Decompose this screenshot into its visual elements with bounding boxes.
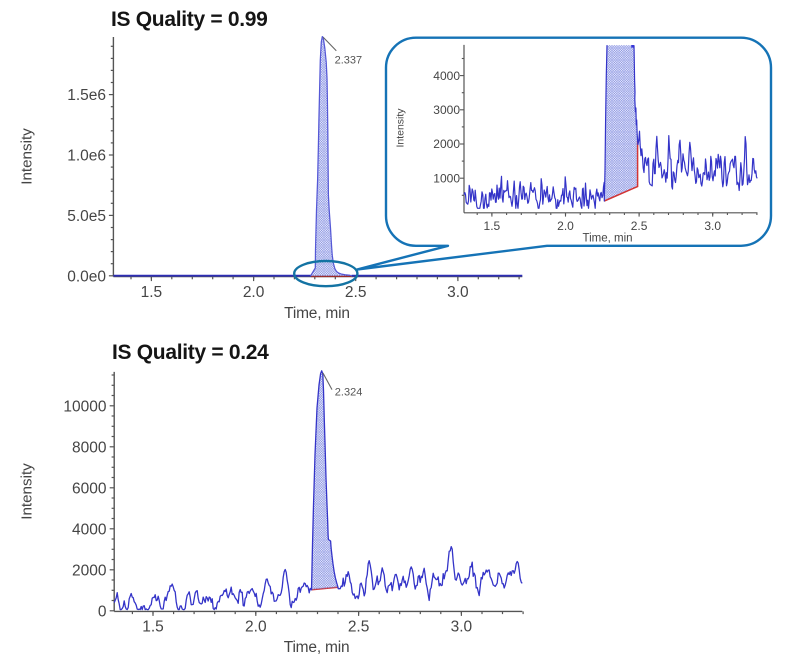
- svg-text:2.324: 2.324: [335, 387, 363, 399]
- svg-text:2000: 2000: [433, 137, 460, 151]
- svg-text:1000: 1000: [433, 171, 460, 185]
- svg-text:0: 0: [98, 603, 107, 620]
- svg-text:4000: 4000: [72, 521, 107, 538]
- svg-text:3000: 3000: [433, 103, 460, 117]
- svg-text:Time, min: Time, min: [284, 639, 350, 656]
- svg-text:2000: 2000: [72, 562, 107, 579]
- svg-text:1.5: 1.5: [142, 619, 164, 636]
- svg-text:Intensity: Intensity: [395, 108, 407, 148]
- svg-text:2.5: 2.5: [631, 219, 648, 233]
- svg-text:0.0e0: 0.0e0: [67, 268, 106, 285]
- svg-text:6000: 6000: [72, 480, 107, 497]
- svg-text:IS Quality = 0.99: IS Quality = 0.99: [111, 8, 268, 31]
- svg-text:2.337: 2.337: [335, 55, 363, 67]
- svg-text:2.5: 2.5: [348, 619, 370, 636]
- svg-text:2.5: 2.5: [345, 284, 367, 301]
- svg-text:3.0: 3.0: [704, 219, 721, 233]
- svg-text:10000: 10000: [63, 398, 106, 415]
- svg-text:3.0: 3.0: [451, 619, 473, 636]
- svg-text:IS Quality = 0.24: IS Quality = 0.24: [112, 341, 269, 364]
- svg-text:5.0e5: 5.0e5: [67, 208, 106, 225]
- svg-text:Intensity: Intensity: [19, 463, 36, 520]
- svg-text:8000: 8000: [72, 439, 107, 456]
- svg-text:Intensity: Intensity: [19, 128, 36, 185]
- svg-text:Time, min: Time, min: [582, 233, 632, 245]
- svg-text:3.0: 3.0: [447, 284, 469, 301]
- svg-text:1.0e6: 1.0e6: [67, 148, 106, 165]
- svg-text:2.0: 2.0: [245, 619, 267, 636]
- svg-text:4000: 4000: [433, 69, 460, 83]
- svg-text:1.5: 1.5: [484, 219, 501, 233]
- svg-text:1.5: 1.5: [141, 284, 163, 301]
- svg-text:2.0: 2.0: [557, 219, 574, 233]
- svg-text:1.5e6: 1.5e6: [67, 87, 106, 104]
- svg-text:Time, min: Time, min: [284, 305, 350, 322]
- svg-text:2.0: 2.0: [243, 284, 265, 301]
